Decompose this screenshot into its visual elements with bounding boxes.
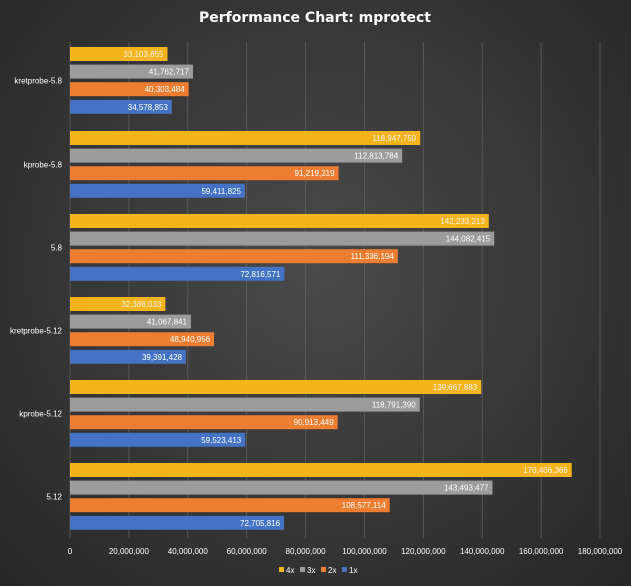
chart-title: Performance Chart: mprotect [199,10,431,26]
legend-item-3x: 3x [300,566,315,575]
data-label: 90,913,449 [294,418,335,427]
legend-label: 3x [307,566,315,575]
x-axis: 0 20,000,000 40,000,000 60,000,000 80,000,00… [68,547,623,556]
bar-4x-5.12 [70,463,572,477]
x-tick-label: 80,000,000 [286,547,327,556]
bar-3x-kretprobe-5.12 [70,314,191,329]
x-tick-label: 120,000,000 [401,547,446,556]
legend-item-2x: 2x [321,566,336,575]
legend-swatch [279,567,284,572]
bar-1x-kretprobe-5.12 [70,349,186,364]
category-group: 118,947,750 112,813,784 91,219,319 59,411,8… [24,131,421,198]
x-tick-label: 40,000,000 [168,547,209,556]
data-label: 91,219,319 [295,169,336,178]
category-label: kretprobe-5.12 [10,326,63,335]
data-label: 118,791,390 [372,401,416,410]
data-label: 139,667,883 [433,383,478,392]
x-tick-label: 100,000,000 [342,547,387,556]
data-label: 32,388,033 [121,300,162,309]
bar-4x-kretprobe-5.12 [70,297,166,311]
data-label: 72,816,571 [240,270,281,279]
data-label: 41,762,717 [149,68,190,77]
bar-2x-kretprobe-5.12 [70,332,215,347]
data-label: 59,411,825 [201,187,241,196]
data-label: 72,705,816 [240,519,281,528]
data-label: 41,067,841 [147,318,188,327]
bar-3x-kprobe-5.12 [70,397,420,412]
bar-2x-kprobe-5.8 [70,166,339,181]
category-group: 142,233,213 144,082,415 111,336,194 72,816,… [51,214,495,281]
legend-swatch [321,567,326,572]
x-tick-label: 20,000,000 [109,547,150,556]
bar-2x-5.12 [70,498,390,513]
category-label: kprobe-5.12 [19,409,62,418]
legend-label: 2x [328,566,336,575]
legend-label: 1x [349,566,357,575]
category-label: kprobe-5.8 [24,160,63,169]
data-label: 108,577,114 [342,501,386,510]
data-label: 39,391,428 [142,353,183,362]
data-label: 33,103,855 [123,50,164,59]
category-group: 33,103,855 41,762,717 40,303,484 34,578,853… [14,47,193,114]
category-group: 170,406,366 143,493,477 108,577,114 72,705,… [46,463,572,530]
x-tick-label: 60,000,000 [227,547,268,556]
data-label: 59,523,413 [201,436,242,445]
legend-swatch [342,567,347,572]
bar-1x-5.8 [70,266,285,281]
legend: 4x 3x 2x 1x [279,566,357,575]
category-label: 5.8 [51,243,63,252]
data-label: 170,406,366 [523,466,568,475]
bar-2x-kretprobe-5.8 [70,82,189,97]
data-label: 40,303,484 [145,85,186,94]
legend-item-1x: 1x [342,566,357,575]
data-label: 118,947,750 [372,134,416,143]
legend-label: 4x [286,566,294,575]
category-group: 139,667,883 118,791,390 90,913,449 59,523,4… [19,380,482,447]
data-label: 112,813,784 [354,152,398,161]
bar-3x-kretprobe-5.8 [70,64,193,79]
bar-2x-5.8 [70,249,398,264]
data-label: 143,493,477 [444,484,489,493]
data-label: 142,233,213 [440,217,485,226]
gridlines [69,42,601,538]
category-label: 5.12 [46,492,62,501]
x-tick-label: 160,000,000 [519,547,564,556]
legend-swatch [300,567,305,572]
bar-3x-5.8 [70,231,495,246]
legend-item-4x: 4x [279,566,294,575]
bar-4x-kprobe-5.12 [70,380,482,394]
data-label: 144,082,415 [446,235,491,244]
data-label: 48,940,956 [170,335,211,344]
x-tick-label: 180,000,000 [578,547,623,556]
bar-3x-5.12 [70,480,493,495]
x-tick-label: 140,000,000 [460,547,505,556]
data-label: 34,578,853 [128,103,169,112]
category-label: kretprobe-5.8 [14,76,62,85]
x-tick-label: 0 [68,547,73,556]
bar-1x-kprobe-5.8 [70,183,245,198]
data-label: 111,336,194 [351,252,395,261]
bar-4x-kprobe-5.8 [70,131,421,145]
bar-1x-5.12 [70,515,285,530]
bar-4x-5.8 [70,214,489,228]
plot-area: 33,103,855 41,762,717 40,303,484 34,578,853… [10,47,572,530]
bar-1x-kretprobe-5.8 [70,99,172,114]
category-group: 32,388,033 41,067,841 48,940,956 39,391,428… [10,297,215,364]
bar-4x-kretprobe-5.8 [70,47,168,61]
bar-2x-kprobe-5.12 [70,415,338,430]
bar-1x-kprobe-5.12 [70,432,246,447]
bar-3x-kprobe-5.8 [70,148,403,163]
